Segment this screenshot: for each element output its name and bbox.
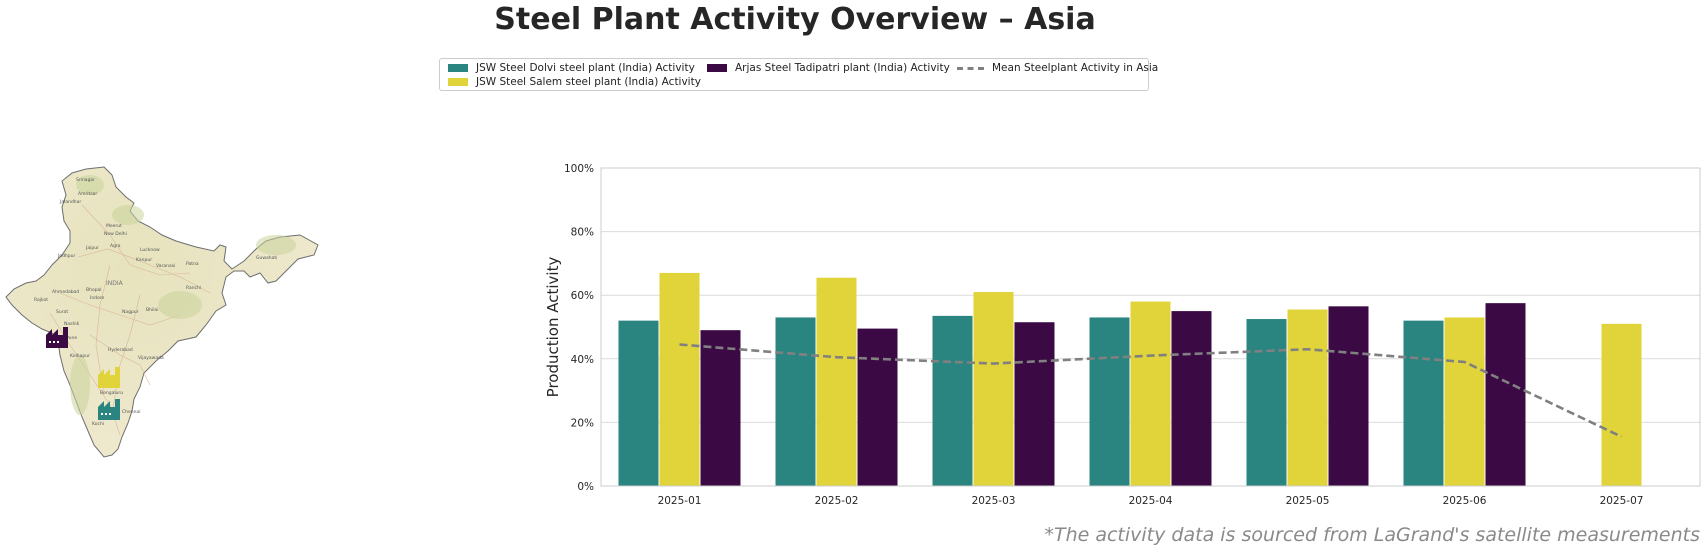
legend-swatch-mean [957,66,984,70]
mean-line-path [679,343,1623,438]
map-label: Patna [186,261,199,267]
y-tick-label: 0% [577,481,594,493]
map-label: Surat [56,309,68,315]
plot-frame [600,167,1701,487]
bar [659,272,700,486]
bar [618,320,659,486]
map-label: Jodhpur [57,253,75,259]
y-tick-label: 20% [571,417,594,429]
map-label: Kochi [92,421,104,427]
y-tick-label: 60% [571,290,594,302]
india-map: Srinagar Jalandhar Amritsar Meerut New D… [5,166,319,458]
factory-icon-dolvi [98,399,120,420]
legend-swatch-salem [448,78,468,86]
y-tick-label: 80% [571,227,594,239]
map-label: Guwahati [256,255,277,261]
factory-icon-tadipatri [46,327,68,348]
chart-title: Steel Plant Activity Overview – Asia [494,2,1096,37]
map-label: Nagpur [122,309,139,315]
y-axis-label: Production Activity [544,257,562,398]
map-label: Ranchi [186,285,201,291]
map-label: Bhilai [146,307,158,313]
map-label: Meerut [106,223,122,229]
bar [973,292,1014,486]
map-label: Kolhapur [70,353,90,359]
map-label: Bhopal [86,287,102,293]
map-label: Varanasi [156,263,175,269]
legend-swatch-dolvi [448,64,468,72]
map-label: Chennai [122,409,140,415]
bar [700,330,741,486]
legend: JSW Steel Dolvi steel plant (India) Acti… [439,58,1158,91]
bar [1014,322,1055,486]
bar [1485,303,1526,486]
map-label: Nashik [64,321,80,327]
legend-item-mean: Mean Steelplant Activity in Asia [957,62,1158,74]
x-tick-label: 2025-03 [972,495,1016,507]
legend-item-dolvi: JSW Steel Dolvi steel plant (India) Acti… [448,62,695,74]
legend-label-mean: Mean Steelplant Activity in Asia [992,62,1159,74]
factory-icon-salem [98,367,120,388]
city-labels: Srinagar Jalandhar Amritsar Meerut New D… [34,177,277,427]
y-tick-label: 40% [571,354,594,366]
map-label: Bengaluru [100,390,123,396]
map-label: Jaipur [85,245,99,251]
map-label: Jalandhar [59,199,81,205]
bar [1130,301,1171,486]
legend-label-tadipatri: Arjas Steel Tadipatri plant (India) Acti… [735,62,950,74]
map-label: Amritsar [78,191,97,197]
terrain-patches [70,175,296,415]
bar [857,328,898,486]
bar [1403,320,1444,486]
y-tick-label: 100% [564,163,594,175]
x-tick-label: 2025-01 [658,495,702,507]
y-tick-labels: 0% 20% 40% 60% 80% 100% [564,163,594,493]
map-label: Indore [90,295,105,301]
legend-label-dolvi: JSW Steel Dolvi steel plant (India) Acti… [476,62,695,74]
map-label: Pune [66,335,77,341]
map-label: Ahmedabad [52,289,79,295]
map-label: Vijayawada [138,355,164,361]
x-tick-label: 2025-05 [1286,495,1330,507]
legend-item-tadipatri: Arjas Steel Tadipatri plant (India) Acti… [707,62,950,74]
bar [816,277,857,486]
bar [1444,317,1485,486]
x-tick-label: 2025-07 [1600,495,1644,507]
x-tick-label: 2025-06 [1443,495,1487,507]
footnote: *The activity data is sourced from LaGra… [1044,524,1700,546]
map-label: Lucknow [140,247,160,253]
map-label: Rajkot [34,297,48,303]
bar [1328,306,1369,486]
mean-line [679,343,1623,438]
legend-label-salem: JSW Steel Salem steel plant (India) Acti… [476,76,701,88]
x-tick-label: 2025-04 [1129,495,1173,507]
map-label: Agra [110,243,121,249]
bar [1171,311,1212,486]
bar [1089,317,1130,486]
bar [775,317,816,486]
x-tick-label: 2025-02 [815,495,859,507]
legend-swatch-tadipatri [707,64,727,72]
map-label: INDIA [106,280,124,287]
bar [1287,309,1328,486]
map-label: New Delhi [104,231,127,237]
bars [618,272,1642,486]
map-label: Srinagar [76,177,95,183]
map-label: Hyderabad [108,347,133,353]
bar [1246,319,1287,486]
legend-item-salem: JSW Steel Salem steel plant (India) Acti… [448,76,701,88]
map-label: Kanpur [136,257,152,263]
bar [1601,323,1642,486]
bar [932,315,973,486]
x-tick-labels: 2025-01 2025-02 2025-03 2025-04 2025-05 2025-… [658,495,1644,507]
